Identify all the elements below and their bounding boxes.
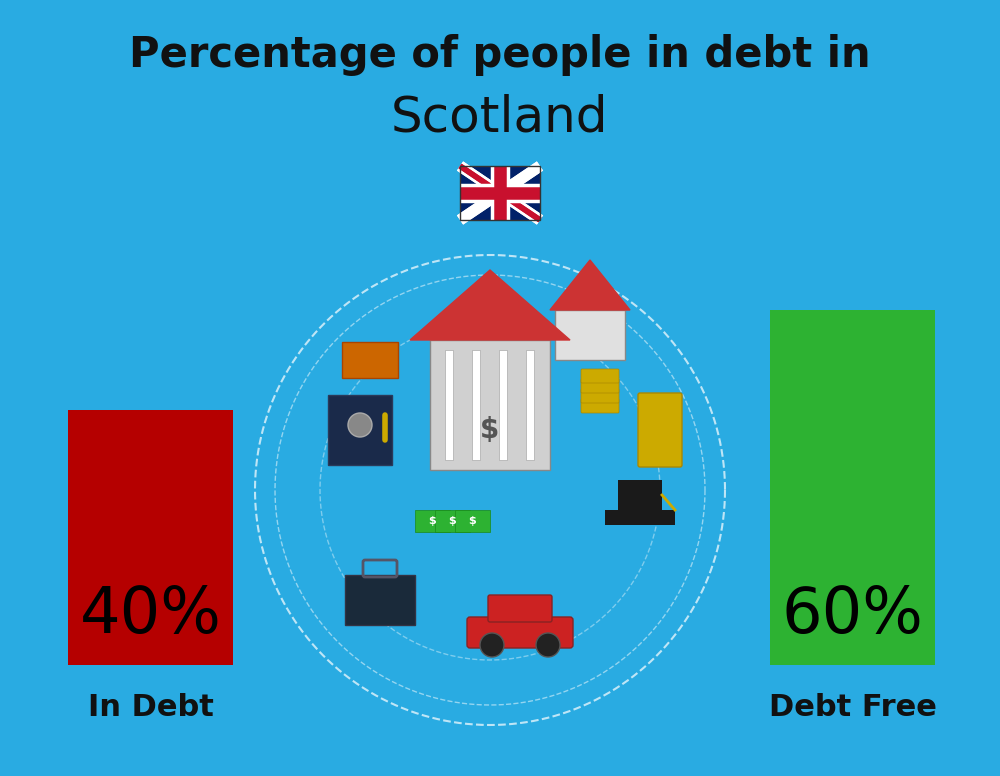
FancyBboxPatch shape	[581, 369, 619, 383]
Text: $: $	[448, 516, 456, 526]
Text: $: $	[480, 416, 500, 444]
Polygon shape	[410, 270, 570, 340]
FancyBboxPatch shape	[618, 480, 662, 510]
FancyBboxPatch shape	[638, 393, 682, 467]
FancyBboxPatch shape	[342, 342, 398, 378]
Circle shape	[348, 413, 372, 437]
Circle shape	[480, 633, 504, 657]
FancyBboxPatch shape	[770, 310, 935, 665]
Circle shape	[536, 633, 560, 657]
FancyBboxPatch shape	[435, 510, 470, 532]
Text: In Debt: In Debt	[88, 692, 213, 722]
Polygon shape	[550, 260, 630, 310]
Text: 40%: 40%	[80, 584, 221, 646]
Text: $: $	[428, 516, 436, 526]
FancyBboxPatch shape	[445, 350, 453, 460]
FancyBboxPatch shape	[581, 379, 619, 393]
FancyBboxPatch shape	[472, 350, 480, 460]
FancyBboxPatch shape	[68, 410, 233, 665]
FancyBboxPatch shape	[605, 510, 675, 525]
FancyBboxPatch shape	[460, 166, 540, 220]
FancyBboxPatch shape	[455, 510, 490, 532]
Text: 60%: 60%	[782, 584, 923, 646]
Text: Debt Free: Debt Free	[769, 692, 936, 722]
Text: Scotland: Scotland	[391, 94, 609, 142]
FancyBboxPatch shape	[328, 395, 392, 465]
FancyBboxPatch shape	[488, 595, 552, 622]
Text: $: $	[468, 516, 476, 526]
FancyBboxPatch shape	[581, 389, 619, 403]
FancyBboxPatch shape	[499, 350, 507, 460]
FancyBboxPatch shape	[345, 575, 415, 625]
FancyBboxPatch shape	[581, 399, 619, 413]
FancyBboxPatch shape	[467, 617, 573, 648]
FancyBboxPatch shape	[415, 510, 450, 532]
FancyBboxPatch shape	[430, 340, 550, 470]
FancyBboxPatch shape	[555, 310, 625, 360]
Text: Percentage of people in debt in: Percentage of people in debt in	[129, 34, 871, 76]
FancyBboxPatch shape	[526, 350, 534, 460]
